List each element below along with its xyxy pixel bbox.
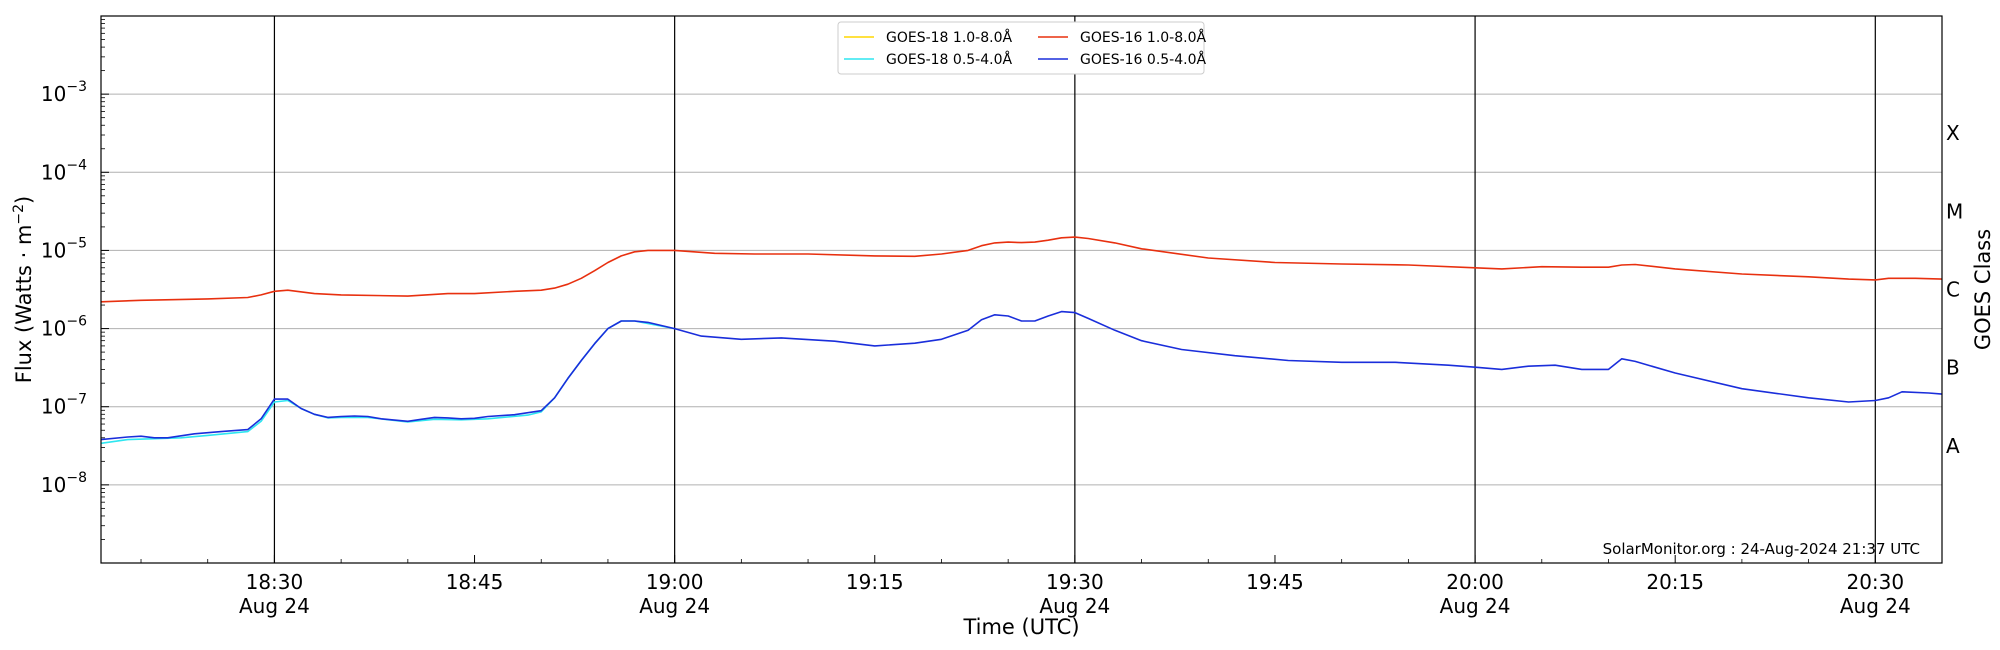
y-tick-exponent: −4 (66, 157, 87, 173)
x-tick-label: 19:30 (1046, 570, 1104, 594)
goes-class-axis-title: GOES Class (1971, 229, 1995, 350)
x-tick-label: 19:15 (846, 570, 904, 594)
y-axis-title-main: Flux (Watts · m (12, 225, 36, 384)
x-tick-label: 20:30 (1846, 570, 1904, 594)
y-tick-base: 10 (41, 473, 66, 497)
y-axis-title: Flux (Watts · m−2) (11, 196, 36, 384)
vertical-marker-lines (273, 16, 1876, 563)
x-tick-date-label: Aug 24 (1440, 594, 1511, 618)
goes-class-label: A (1946, 434, 1960, 458)
plot-frame (100, 15, 1943, 564)
y-axis-title-close: ) (12, 196, 36, 204)
x-tick-label: 19:45 (1246, 570, 1304, 594)
series-line-2 (100, 320, 675, 445)
legend-entry-label: GOES-18 1.0-8.0Å (886, 29, 1012, 46)
legend: GOES-18 1.0-8.0Å GOES-18 0.5-4.0Å GOES-16 … (837, 21, 1206, 75)
goes-class-labels: A B C M X (1946, 121, 1963, 458)
y-tick-label: 10−7 (41, 392, 87, 419)
x-tick-date-label: Aug 24 (1039, 594, 1110, 618)
y-tick-exponent: −8 (66, 470, 87, 486)
goes-class-label: B (1946, 356, 1960, 380)
x-tick-date-label: Aug 24 (1840, 594, 1911, 618)
goes-class-label: X (1946, 121, 1960, 145)
y-tick-exponent: −5 (66, 235, 87, 251)
y-tick-label: 10−4 (41, 157, 87, 184)
y-tick-label: 10−8 (41, 470, 87, 497)
legend-box (837, 21, 1205, 75)
x-tick-label: 18:30 (246, 570, 304, 594)
series-line-1 (100, 236, 1943, 303)
y-tick-base: 10 (41, 82, 66, 106)
gridlines (101, 93, 1942, 486)
x-tick-date-label: Aug 24 (639, 594, 710, 618)
x-tick-label: 19:00 (646, 570, 704, 594)
legend-entry-label: GOES-18 0.5-4.0Å (886, 51, 1012, 68)
y-tick-base: 10 (41, 317, 66, 341)
x-tick-date-label: Aug 24 (239, 594, 310, 618)
x-tick-label: 18:45 (446, 570, 504, 594)
y-axis-title-exponent: −2 (11, 204, 27, 225)
y-tick-base: 10 (41, 395, 66, 419)
series-lines (100, 236, 1943, 445)
y-tick-base: 10 (41, 238, 66, 262)
legend-entry-label: GOES-16 0.5-4.0Å (1080, 51, 1206, 68)
x-axis-title: Time (UTC) (962, 615, 1079, 639)
series-line-3 (100, 310, 1943, 441)
goes-class-label: M (1946, 199, 1963, 223)
credit-text: SolarMonitor.org : 24-Aug-2024 21:37 UTC (1603, 540, 1920, 558)
x-tick-label: 20:15 (1646, 570, 1704, 594)
x-tick-label: 20:00 (1446, 570, 1504, 594)
y-tick-label: 10−6 (41, 314, 87, 341)
y-tick-exponent: −7 (66, 392, 87, 408)
y-tick-exponent: −6 (66, 314, 87, 330)
goes-class-label: C (1946, 278, 1960, 302)
legend-entry-label: GOES-16 1.0-8.0Å (1080, 29, 1206, 46)
y-tick-label: 10−5 (41, 235, 87, 262)
y-tick-base: 10 (41, 160, 66, 184)
y-tick-exponent: −3 (66, 79, 87, 95)
y-tick-label: 10−3 (41, 79, 87, 106)
